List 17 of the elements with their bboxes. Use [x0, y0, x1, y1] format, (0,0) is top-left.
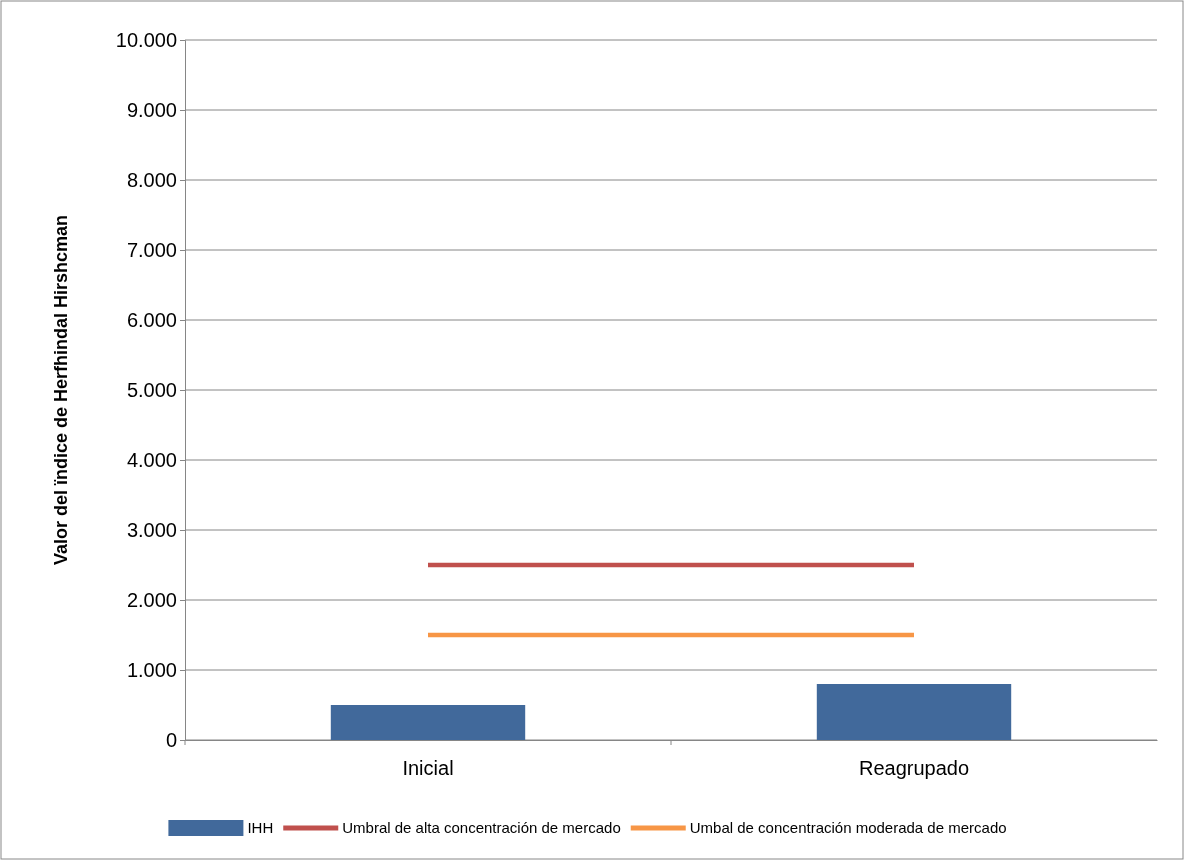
y-axis-title: Valor del ïndice de Herfhindal Hirshcman — [51, 214, 71, 566]
y-tick-label: 1.000 — [126, 658, 177, 681]
legend-label: Umbal de concentración moderada de mercado — [689, 819, 1007, 836]
y-tick-label: 10.000 — [115, 28, 177, 51]
y-tick-label: 8.000 — [126, 168, 177, 191]
legend-label: IHH — [247, 819, 274, 836]
y-tick-label: 0 — [165, 728, 177, 751]
legend-label: Umbral de alta concentración de mercado — [342, 819, 621, 836]
y-tick-label: 9.000 — [126, 98, 177, 121]
y-tick-label: 7.000 — [126, 238, 177, 261]
x-tick-label: Inicial — [402, 757, 454, 779]
y-tick-label: 4.000 — [126, 448, 177, 471]
x-tick-label: Reagrupado — [858, 757, 970, 779]
y-tick-label: 5.000 — [126, 378, 177, 401]
y-tick-label: 6.000 — [126, 308, 177, 331]
y-tick-label: 3.000 — [126, 518, 177, 541]
y-tick-label: 2.000 — [126, 588, 177, 611]
